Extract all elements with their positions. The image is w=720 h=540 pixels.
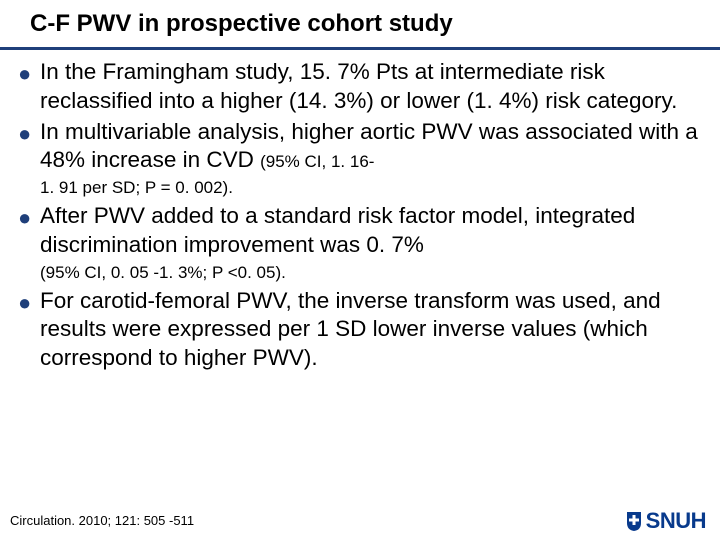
snuh-logo-text: SNUH: [646, 508, 706, 534]
bullet-text: For carotid-femoral PWV, the inverse tra…: [40, 287, 704, 373]
bullet-text: In multivariable analysis, higher aortic…: [40, 118, 704, 176]
bullet-text: After PWV added to a standard risk facto…: [40, 202, 704, 260]
bullet-marker-icon: ●: [18, 58, 40, 116]
bullet-item: ● For carotid-femoral PWV, the inverse t…: [18, 287, 704, 373]
bullet-item: ● After PWV added to a standard risk fac…: [18, 202, 704, 260]
bullet-item: ● In multivariable analysis, higher aort…: [18, 118, 704, 176]
slide-title: C-F PWV in prospective cohort study: [30, 10, 700, 38]
bullet-marker-icon: ●: [18, 202, 40, 260]
citation-text: Circulation. 2010; 121: 505 -511: [10, 513, 194, 528]
bullet-text: In the Framingham study, 15. 7% Pts at i…: [40, 58, 704, 116]
title-bar: C-F PWV in prospective cohort study: [0, 0, 720, 50]
slide-content: ● In the Framingham study, 15. 7% Pts at…: [0, 50, 720, 373]
snuh-logo: SNUH: [625, 508, 706, 534]
bullet-marker-icon: ●: [18, 118, 40, 176]
bullet-marker-icon: ●: [18, 287, 40, 373]
bullet-sub-text: (95% CI, 0. 05 -1. 3%; P <0. 05).: [18, 262, 704, 285]
bullet-sub-text: 1. 91 per SD; P = 0. 002).: [18, 177, 704, 200]
bullet-small-tail: (95% CI, 1. 16-: [260, 152, 374, 171]
bullet-item: ● In the Framingham study, 15. 7% Pts at…: [18, 58, 704, 116]
snuh-logo-icon: [625, 510, 643, 532]
